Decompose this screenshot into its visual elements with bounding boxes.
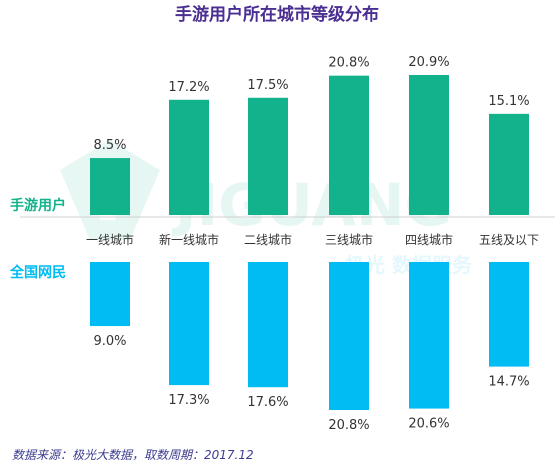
value-label-top-5: 15.1% — [488, 94, 529, 109]
value-label-bottom-5: 14.7% — [488, 375, 529, 390]
value-label-bottom-4: 20.6% — [408, 417, 449, 432]
category-label-3: 三线城市 — [325, 232, 373, 247]
bar-bottom-4 — [409, 262, 449, 409]
value-label-bottom-2: 17.6% — [247, 395, 288, 410]
series-label-top: 手游用户 — [10, 197, 66, 214]
bar-top-5 — [489, 113, 529, 215]
footnote: 数据来源：极光大数据，取数周期：2017.12 — [12, 448, 254, 462]
bar-top-3 — [329, 75, 369, 215]
bar-top-0 — [90, 158, 130, 215]
bar-bottom-1 — [169, 262, 209, 386]
bar-bottom-3 — [329, 262, 369, 410]
bottom-bars — [90, 262, 529, 410]
category-labels: 一线城市 新一线城市 二线城市 三线城市 四线城市 五线及以下 — [86, 232, 539, 247]
value-label-top-0: 8.5% — [93, 138, 126, 153]
watermark-logo-icon — [60, 140, 160, 240]
top-bars — [90, 75, 529, 215]
bar-top-4 — [409, 75, 449, 215]
category-label-2: 二线城市 — [244, 232, 292, 247]
value-label-bottom-0: 9.0% — [93, 334, 126, 349]
value-label-top-4: 20.9% — [408, 55, 449, 70]
bar-bottom-5 — [489, 262, 529, 367]
category-label-5: 五线及以下 — [479, 233, 539, 247]
value-label-bottom-3: 20.8% — [328, 418, 369, 433]
value-label-top-2: 17.5% — [247, 78, 288, 93]
value-label-top-3: 20.8% — [328, 56, 369, 71]
category-label-1: 新一线城市 — [159, 232, 219, 247]
category-label-4: 四线城市 — [405, 232, 453, 247]
bar-bottom-2 — [248, 262, 288, 388]
value-label-top-1: 17.2% — [168, 80, 209, 95]
value-label-bottom-1: 17.3% — [168, 393, 209, 408]
category-label-0: 一线城市 — [86, 232, 134, 247]
bar-bottom-0 — [90, 262, 130, 327]
watermark-brand: JIGUANG — [171, 171, 452, 239]
bar-top-2 — [248, 97, 288, 215]
bar-top-1 — [169, 99, 209, 215]
top-value-labels: 8.5% 17.2% 17.5% 20.8% 20.9% 15.1% — [93, 55, 529, 153]
chart-title: 手游用户所在城市等级分布 — [175, 4, 379, 25]
bottom-value-labels: 9.0% 17.3% 17.6% 20.8% 20.6% 14.7% — [93, 334, 529, 433]
series-label-bottom: 全国网民 — [9, 264, 66, 281]
